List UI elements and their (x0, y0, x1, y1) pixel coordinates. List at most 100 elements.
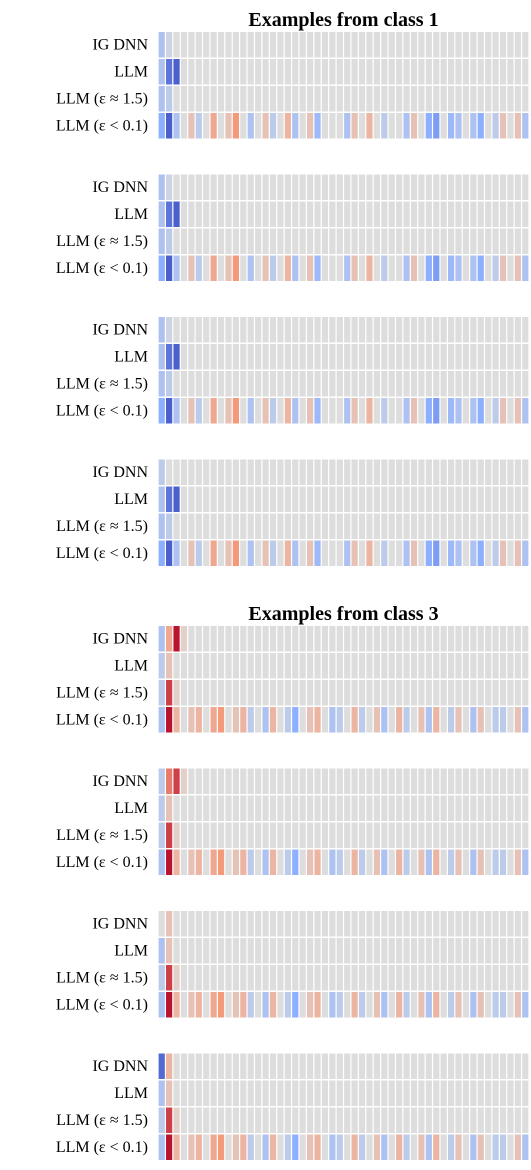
heatmap-cell (158, 1107, 165, 1133)
heatmap-cell (284, 653, 291, 679)
heatmap-cell (440, 540, 447, 566)
heatmap-cell (455, 626, 462, 652)
heatmap-cell (329, 513, 336, 539)
heatmap-row: LLM (ε ≈ 1.5) (56, 1107, 529, 1133)
heatmap-cell (514, 653, 521, 679)
heatmap-cell (410, 86, 418, 112)
heatmap-cell (522, 938, 529, 964)
heatmap-cell (225, 59, 232, 85)
heatmap-cell (321, 317, 329, 343)
heatmap-cell (180, 1080, 188, 1106)
heatmap-cell (307, 680, 314, 706)
heatmap-cell (299, 1053, 306, 1079)
heatmap-cell (321, 1053, 329, 1079)
heatmap-cell (366, 795, 373, 821)
heatmap-cell (188, 911, 195, 937)
heatmap-cell (358, 795, 366, 821)
heatmap-cell (485, 371, 492, 397)
heatmap-cell (225, 1053, 232, 1079)
heatmap-cell (366, 371, 373, 397)
heatmap-cell (203, 486, 210, 512)
heatmap-cell (492, 992, 499, 1018)
heatmap-cell (492, 255, 499, 281)
heatmap-cell (262, 174, 269, 200)
heatmap-cell (522, 768, 529, 794)
heatmap-cell (269, 174, 277, 200)
row-label: LLM (ε ≈ 1.5) (56, 827, 148, 844)
heatmap-cell (210, 317, 217, 343)
heatmap-cell (166, 849, 173, 875)
heatmap-cell (514, 398, 521, 424)
heatmap-cell (292, 255, 299, 281)
heatmap-cell (514, 540, 521, 566)
heatmap-cell (314, 201, 321, 227)
heatmap-cell (217, 822, 225, 848)
heatmap-cell (173, 911, 180, 937)
heatmap-cell (210, 32, 217, 58)
heatmap-cell (240, 795, 247, 821)
heatmap-cell (514, 965, 521, 991)
heatmap-cell (410, 228, 418, 254)
heatmap-cell (336, 768, 343, 794)
heatmap-cell (499, 398, 507, 424)
heatmap-cell (277, 201, 284, 227)
heatmap-cell (477, 849, 484, 875)
heatmap-row: IG DNN (92, 626, 529, 652)
heatmap-cell (381, 680, 388, 706)
heatmap-cell (522, 59, 529, 85)
heatmap-cell (433, 398, 440, 424)
heatmap-cell (522, 911, 529, 937)
heatmap-cell (477, 795, 484, 821)
heatmap-cell (299, 174, 306, 200)
heatmap-cell (477, 174, 484, 200)
heatmap-cell (314, 255, 321, 281)
heatmap-cell (507, 59, 514, 85)
heatmap-cell (277, 822, 284, 848)
heatmap-cell (462, 317, 470, 343)
heatmap-cell (299, 1134, 306, 1160)
heatmap-cell (321, 680, 329, 706)
heatmap-cell (284, 371, 291, 397)
heatmap-cell (225, 486, 232, 512)
heatmap-cell (262, 201, 269, 227)
heatmap-cell (351, 344, 358, 370)
heatmap-cell (425, 1134, 432, 1160)
heatmap-cell (492, 540, 499, 566)
heatmap-cell (240, 459, 247, 485)
heatmap-cell (173, 938, 180, 964)
heatmap-cell (344, 398, 351, 424)
heatmap-cell (292, 371, 299, 397)
heatmap-cell (240, 344, 247, 370)
heatmap-cell (255, 653, 262, 679)
heatmap-cell (240, 1134, 247, 1160)
heatmap-cell (329, 228, 336, 254)
heatmap-cell (158, 1053, 165, 1079)
heatmap-cell (269, 626, 277, 652)
heatmap-cell (462, 1134, 470, 1160)
heatmap-cell (262, 1107, 269, 1133)
heatmap-cell (314, 768, 321, 794)
heatmap-cell (507, 540, 514, 566)
heatmap-cell (166, 317, 173, 343)
heatmap-cell (507, 1134, 514, 1160)
heatmap-cell (277, 540, 284, 566)
heatmap-cell (307, 317, 314, 343)
heatmap-cell (492, 317, 499, 343)
heatmap-cell (507, 911, 514, 937)
heatmap-cell (188, 768, 195, 794)
heatmap-cell (255, 680, 262, 706)
heatmap-cell (247, 1080, 254, 1106)
heatmap-cell (388, 938, 395, 964)
heatmap-cell (470, 540, 477, 566)
heatmap-cell (388, 653, 395, 679)
heatmap-cell (388, 965, 395, 991)
heatmap-cell (344, 371, 351, 397)
heatmap-cell (210, 707, 217, 733)
heatmap-cell (462, 540, 470, 566)
row-label: LLM (114, 348, 148, 365)
heatmap-cell (166, 255, 173, 281)
heatmap-cell (462, 653, 470, 679)
heatmap-cell (188, 992, 195, 1018)
heatmap-cell (173, 1053, 180, 1079)
